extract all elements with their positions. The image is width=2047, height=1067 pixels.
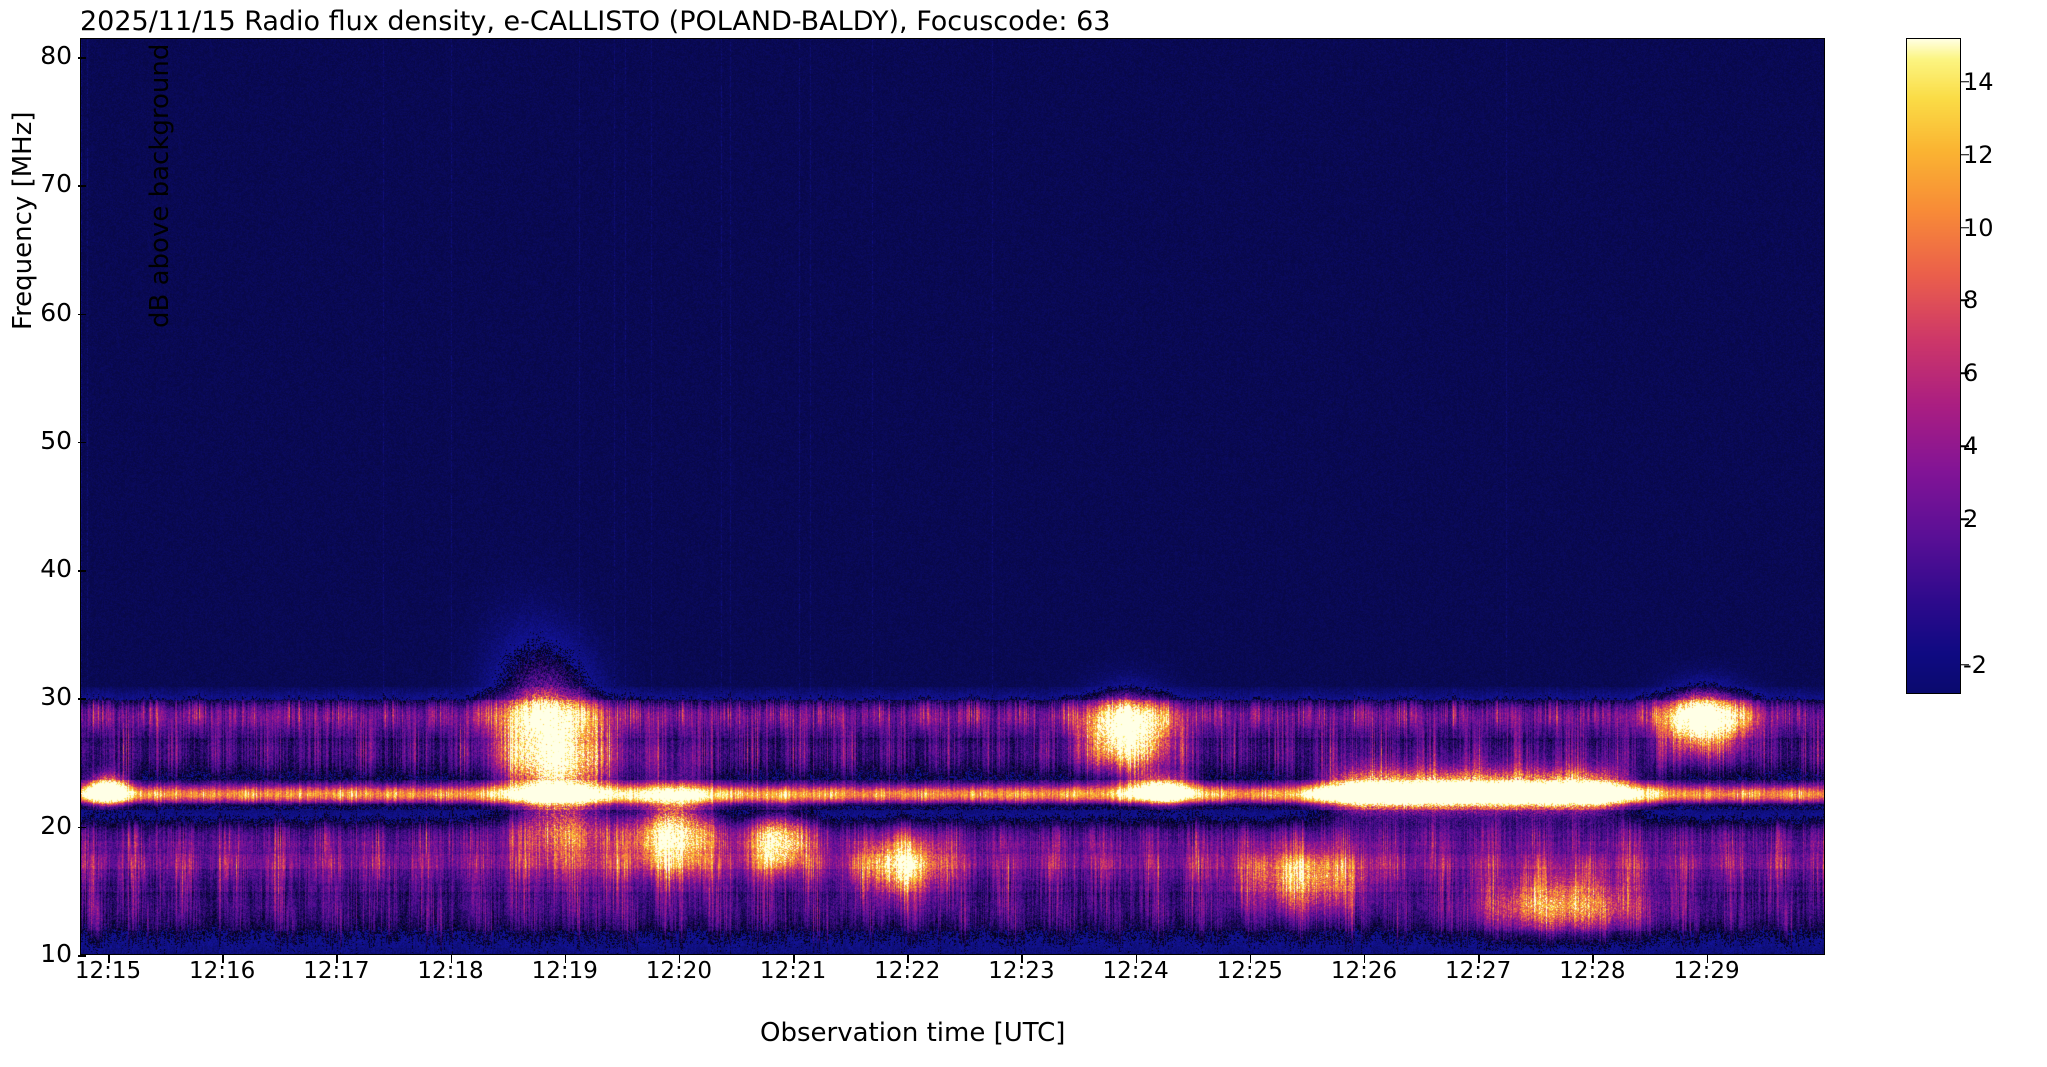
colorbar-label: dB above background [145,44,175,328]
y-axis-tick-40: 40 [17,554,72,583]
colorbar-tick-6: 6 [1963,359,1978,387]
y-axis-tick-60: 60 [17,298,72,327]
colorbar-tick-10: 10 [1963,214,1994,242]
page-title: 2025/11/15 Radio flux density, e-CALLIST… [80,6,1110,37]
colorbar-tick--2: -2 [1963,651,1987,679]
spectrogram-canvas[interactable] [81,39,1825,955]
colorbar-tick-14: 14 [1963,68,1994,96]
y-axis-tick-70: 70 [17,169,72,198]
y-axis-tick-50: 50 [17,426,72,455]
y-axis-tick-30: 30 [17,682,72,711]
colorbar-tick-8: 8 [1963,286,1978,314]
colorbar[interactable]: 14 12 10 8 6 4 2 -2 [1906,38,1961,694]
x-axis-label: Observation time [UTC] [760,1018,1065,1048]
colorbar-tick-12: 12 [1963,141,1994,169]
y-axis-tick-10: 10 [17,939,72,968]
spectrogram-plot[interactable] [80,38,1825,955]
colorbar-tick-4: 4 [1963,432,1978,460]
y-axis-tick-80: 80 [17,41,72,70]
y-axis-tick-20: 20 [17,811,72,840]
colorbar-tick-2: 2 [1963,505,1978,533]
